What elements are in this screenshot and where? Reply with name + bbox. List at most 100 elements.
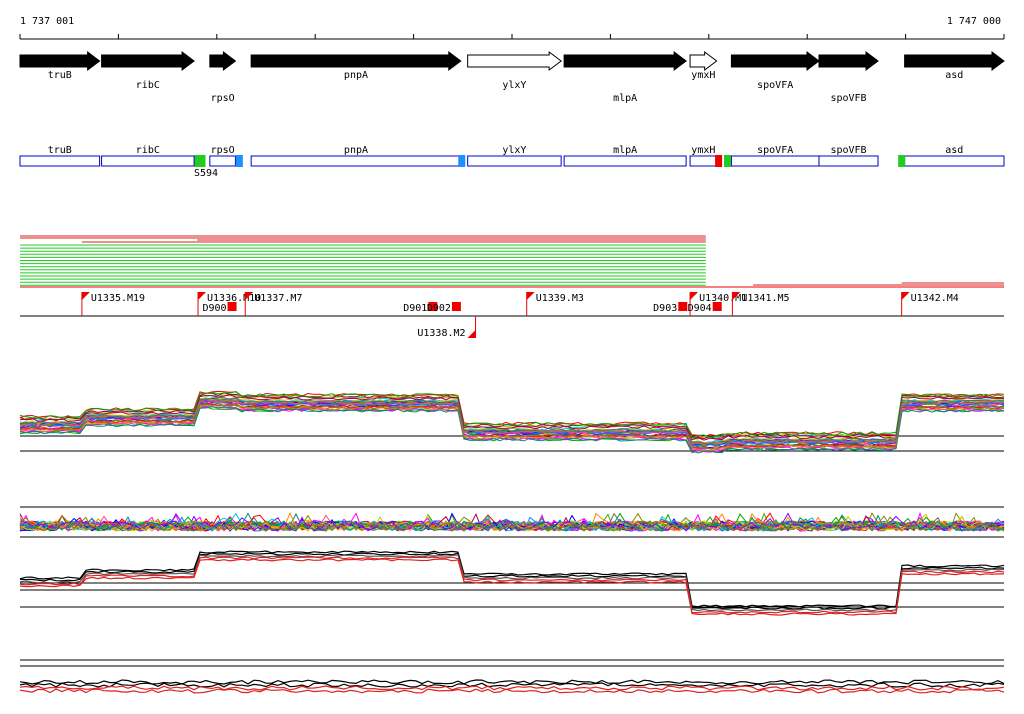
gene-arrow-mlpA <box>563 51 687 71</box>
condition-trace <box>19 394 1005 441</box>
tu-label: U1337.M7 <box>254 293 302 304</box>
variability-trace <box>19 512 1005 532</box>
tu-label: U1335.M19 <box>91 293 145 304</box>
tu-flag <box>198 292 207 300</box>
gene-box-pnpA <box>250 155 462 167</box>
track-marker-green <box>194 155 206 167</box>
track-marker-blue <box>235 155 243 167</box>
tu-flag <box>732 292 741 300</box>
gene-box-spoVFB <box>818 155 879 167</box>
gene-box-asd <box>904 155 1005 167</box>
variability-trace <box>19 512 1005 532</box>
tu-flag <box>467 330 476 338</box>
downregulation-marker <box>712 302 722 311</box>
gene-arrow-label: ylxY <box>502 80 526 91</box>
condition-trace <box>19 392 1005 440</box>
track-marker-layer: S594 <box>194 155 906 179</box>
gene-box-track: truB ribC rpsO pnpA ylxY mlpA ymxH spoVFA spoVFB… <box>19 145 1005 167</box>
gene-arrow-rpsO <box>209 51 237 71</box>
gene-arrow-track: truB ribC rpsO pnpA ylxY mlpA ymxH spoVFA spoVFB… <box>19 51 1005 104</box>
gene-arrow-truB <box>19 51 101 71</box>
downregulation-marker <box>451 302 461 311</box>
summary-variability-trace <box>19 679 1005 685</box>
ruler-ticks <box>19 34 1005 39</box>
tu-flag <box>526 292 535 300</box>
ruler-start-label: 1 737 001 <box>20 16 74 27</box>
tu-flag <box>81 292 90 300</box>
tu-flag <box>901 292 910 300</box>
gene-box-label: asd <box>945 145 963 156</box>
ruler-end-label: 1 747 000 <box>947 16 1001 27</box>
downregulation-markers: D900 D901 D902 D903 D904 <box>202 302 722 314</box>
variability-trace <box>19 511 1005 532</box>
summary-trace <box>19 558 1004 616</box>
downregulation-marker <box>678 302 688 311</box>
gene-arrow-spoVFB <box>818 51 879 71</box>
summary-trace <box>19 552 1005 610</box>
expression-panel-summary <box>19 550 1005 616</box>
tu-label: U1338.M2 <box>417 328 465 339</box>
gene-arrow-label: spoVFB <box>830 93 866 104</box>
downregulation-marker <box>428 302 438 311</box>
gene-arrow-label: spoVFA <box>757 80 793 91</box>
gene-box-label: pnpA <box>344 145 368 156</box>
expression-panel-summary-variability <box>19 659 1005 694</box>
track-marker-red <box>715 155 723 167</box>
gene-box-label: ribC <box>136 145 160 156</box>
variability-trace <box>19 514 1005 532</box>
track-marker-green <box>723 155 731 167</box>
summary-trace <box>19 554 1005 612</box>
tu-label: U1340.M1 <box>699 293 747 304</box>
track-marker-label: S594 <box>194 168 218 179</box>
tu-flag <box>690 292 699 300</box>
gene-box-label: spoVFB <box>830 145 866 156</box>
downregulation-label: D901 <box>403 303 427 314</box>
gene-box-ymxH <box>689 155 718 167</box>
downregulation-label: D902 <box>427 303 451 314</box>
tu-label: U1342.M4 <box>911 293 959 304</box>
condition-trace <box>19 403 1005 450</box>
tu-flag <box>245 292 254 300</box>
condition-trace <box>19 404 1005 452</box>
read-alignment-track <box>20 235 1004 286</box>
gene-arrow-label: ribC <box>136 80 160 91</box>
summary-variability-trace <box>19 688 1005 694</box>
condition-trace <box>19 391 1005 438</box>
track-marker-blue <box>458 155 466 167</box>
gene-box-ylxY <box>467 155 562 167</box>
gene-box-ribC <box>101 155 195 167</box>
condition-trace <box>19 406 1005 454</box>
gene-box-label: spoVFA <box>757 145 793 156</box>
downregulation-label: D900 <box>202 303 226 314</box>
downregulation-label: D903 <box>653 303 677 314</box>
condition-trace <box>19 397 1005 444</box>
gene-arrow-ribC <box>101 51 195 71</box>
gene-box-rpsO <box>209 155 236 167</box>
gene-arrow-label: mlpA <box>613 93 637 104</box>
downregulation-marker <box>227 302 237 311</box>
tu-label: U1341.M5 <box>741 293 789 304</box>
gene-box-label: ymxH <box>691 145 715 156</box>
expression-panel-variability <box>19 506 1005 538</box>
gene-box-label: mlpA <box>613 145 637 156</box>
gene-box-spoVFA <box>730 155 820 167</box>
gene-arrow-label: pnpA <box>344 70 368 81</box>
summary-variability-trace <box>19 682 1005 688</box>
gene-box-label: rpsO <box>211 145 235 156</box>
gene-arrow-label: ymxH <box>691 70 715 81</box>
gene-arrow-ymxH <box>689 51 718 71</box>
gene-arrow-label: rpsO <box>211 93 235 104</box>
track-marker-green <box>898 155 906 167</box>
gene-box-label: ylxY <box>502 145 526 156</box>
gene-arrow-asd <box>904 51 1005 71</box>
tu-label: U1336.M10 <box>207 293 261 304</box>
tu-label: U1339.M3 <box>536 293 584 304</box>
summary-trace <box>19 556 1005 614</box>
gene-box-label: truB <box>48 145 72 156</box>
gene-arrow-label: truB <box>48 70 72 81</box>
downregulation-label: D904 <box>688 303 712 314</box>
